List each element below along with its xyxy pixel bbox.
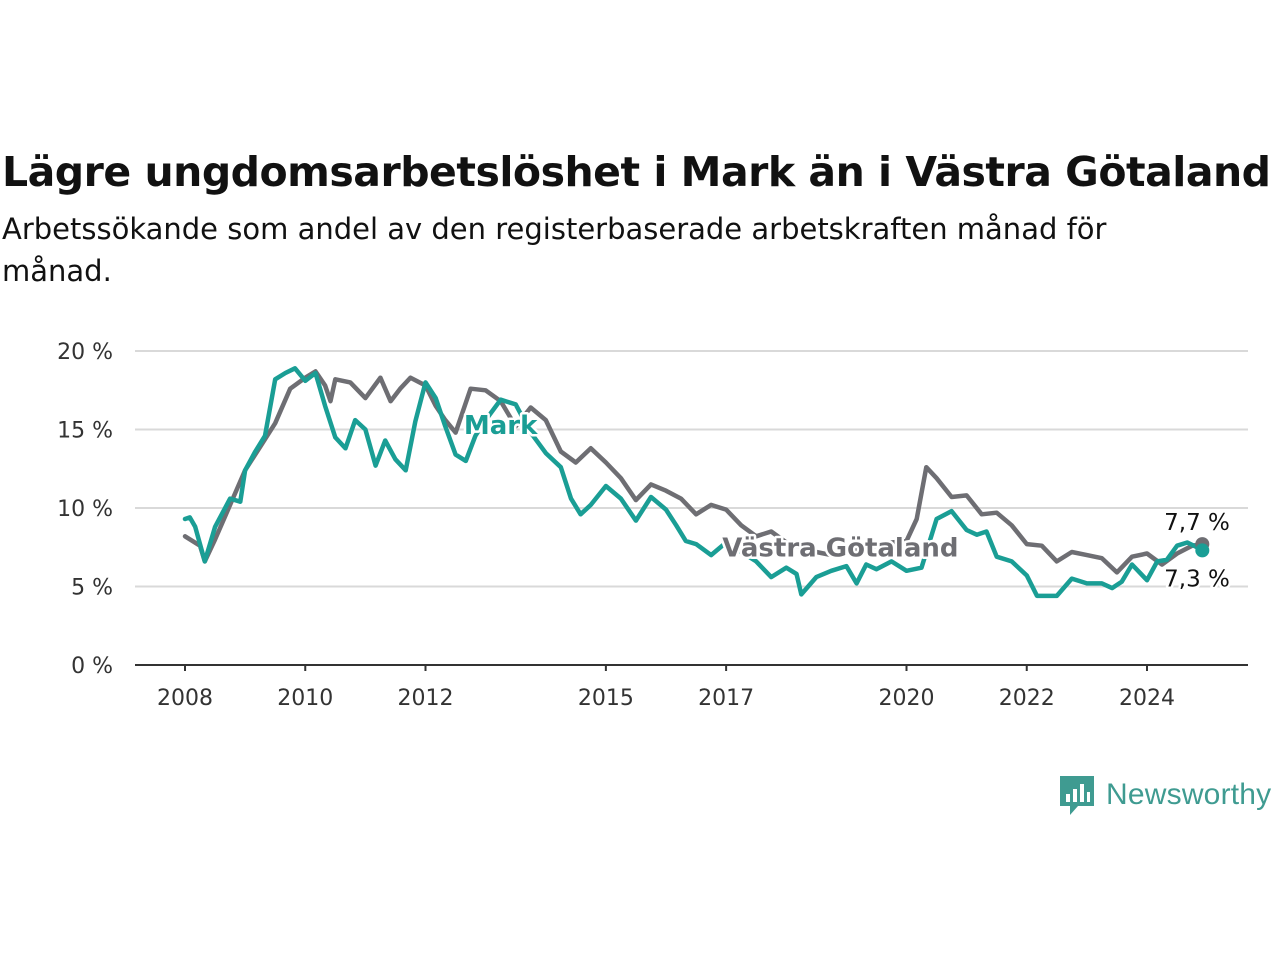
y-tick-label: 15 % (57, 419, 113, 444)
brand-logo[interactable]: Newsworthy (1058, 772, 1271, 818)
y-axis-ticks: 0 % 5 % 10 % 15 % 20 % (57, 340, 113, 679)
x-tick-label: 2008 (157, 686, 213, 711)
y-tick-label: 0 % (71, 654, 113, 679)
x-tick-label: 2022 (999, 686, 1055, 711)
series-line-mark (182, 366, 1205, 599)
end-value-labels: 7,7 % 7,3 % (1162, 508, 1233, 595)
series-line-västra-götaland (182, 369, 1205, 575)
series-label: Mark (464, 411, 538, 441)
y-tick-label: 20 % (57, 340, 113, 365)
x-tick-label: 2017 (698, 686, 754, 711)
series-label: Västra Götaland (722, 534, 958, 564)
x-tick-label: 2020 (879, 686, 935, 711)
end-value-label: 7,7 % (1164, 510, 1230, 536)
end-point-mark (1195, 543, 1210, 558)
x-tick-label: 2012 (398, 686, 454, 711)
brand-name: Newsworthy (1106, 778, 1272, 811)
series-labels: Mark Västra Götaland (461, 409, 961, 566)
x-tick-label: 2010 (277, 686, 333, 711)
y-tick-label: 5 % (71, 576, 113, 601)
chart-title: Lägre ungdomsarbetslöshet i Mark än i Vä… (2, 148, 1271, 196)
line-chart: 0 %5 %10 %15 %20 % 2008 2010 2012 2015 2017 2… (57, 340, 1248, 711)
gridlines (135, 350, 1248, 588)
x-tick-label: 2015 (578, 686, 634, 711)
chart-subtitle: Arbetssökande som andel av den registerb… (2, 212, 1107, 288)
newsworthy-logo-icon (1060, 776, 1094, 815)
x-tick-label: 2024 (1119, 686, 1175, 711)
x-axis: 2008 2010 2012 2015 2017 2020 2022 2024 (135, 664, 1248, 711)
y-tick-label: 10 % (57, 497, 113, 522)
series-lines (182, 366, 1210, 599)
end-value-label: 7,3 % (1164, 566, 1230, 592)
